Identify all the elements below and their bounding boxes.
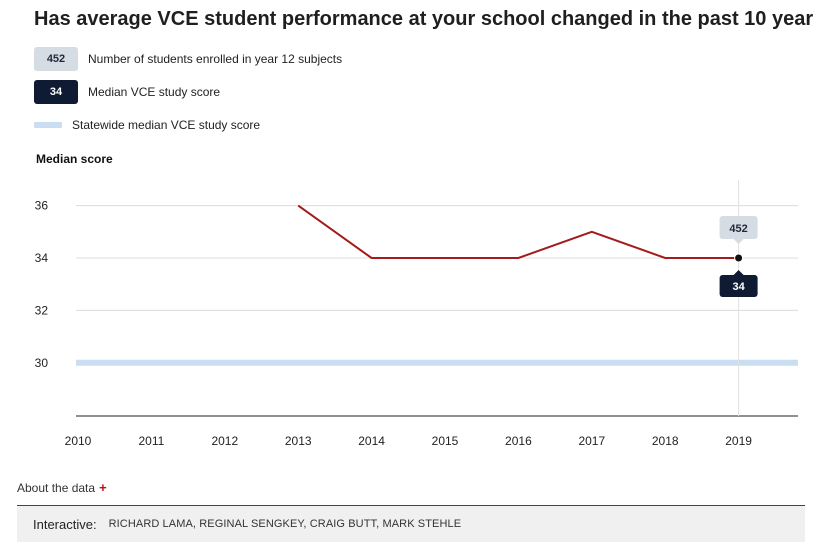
x-tick-2012: 2012 [211,434,238,448]
x-tick-2011: 2011 [138,434,164,448]
tooltip: 452 34 [719,180,758,416]
y-tick-34: 34 [35,251,49,265]
tooltip-median-pointer [733,270,744,275]
x-tick-2015: 2015 [432,434,459,448]
x-tick-2018: 2018 [652,434,679,448]
statewide-label: Statewide median VCE study score [72,118,261,132]
tooltip-enrolled-box [719,216,758,239]
x-tick-2010: 2010 [65,434,92,448]
tick-labels: 30 32 34 36 2010 2011 2012 2013 2014 2015 2016 2017… [35,199,753,448]
tooltip-enrolled-value: 452 [729,223,747,235]
x-tick-2016: 2016 [505,434,532,448]
tooltip-enrolled-pointer [733,239,744,244]
credits-label: Interactive: [33,516,97,532]
data-point-2019 [734,253,744,263]
credits-names: RICHARD LAMA, REGINAL SENGKEY, CRAIG BUT… [108,518,462,530]
y-tick-30: 30 [35,356,49,370]
x-tick-2017: 2017 [578,434,605,448]
grid-lines [76,205,798,364]
plus-icon: + [99,480,107,495]
median-label: Median VCE study score [88,85,221,99]
legend-enrolled: 452 Number of students enrolled in year … [34,47,342,71]
y-axis-label: Median score [36,152,113,166]
x-tick-2014: 2014 [358,434,385,448]
line-chart[interactable]: 30 32 34 36 2010 2011 2012 2013 2014 2015 2016 2017… [0,0,814,470]
school-median-line [297,204,739,259]
enrolled-badge: 452 [34,47,78,71]
legend-statewide: Statewide median VCE study score [34,113,260,137]
x-tick-2013: 2013 [285,434,312,448]
enrolled-label: Number of students enrolled in year 12 s… [88,52,343,66]
credits-footer: Interactive: RICHARD LAMA, REGINAL SENGK… [17,505,805,542]
legend-median: 34 Median VCE study score [34,80,220,104]
statewide-swatch [34,122,62,128]
about-the-data-toggle[interactable]: About the data + [17,480,107,495]
median-badge: 34 [34,80,78,104]
school-series [297,204,739,259]
tooltip-median-box [719,275,758,297]
about-label: About the data [17,480,96,495]
chart-title: Has average VCE student performance at y… [34,8,814,30]
x-tick-2019: 2019 [725,434,752,448]
y-tick-32: 32 [35,303,49,317]
tooltip-median-value: 34 [732,281,745,293]
y-tick-36: 36 [35,199,49,213]
